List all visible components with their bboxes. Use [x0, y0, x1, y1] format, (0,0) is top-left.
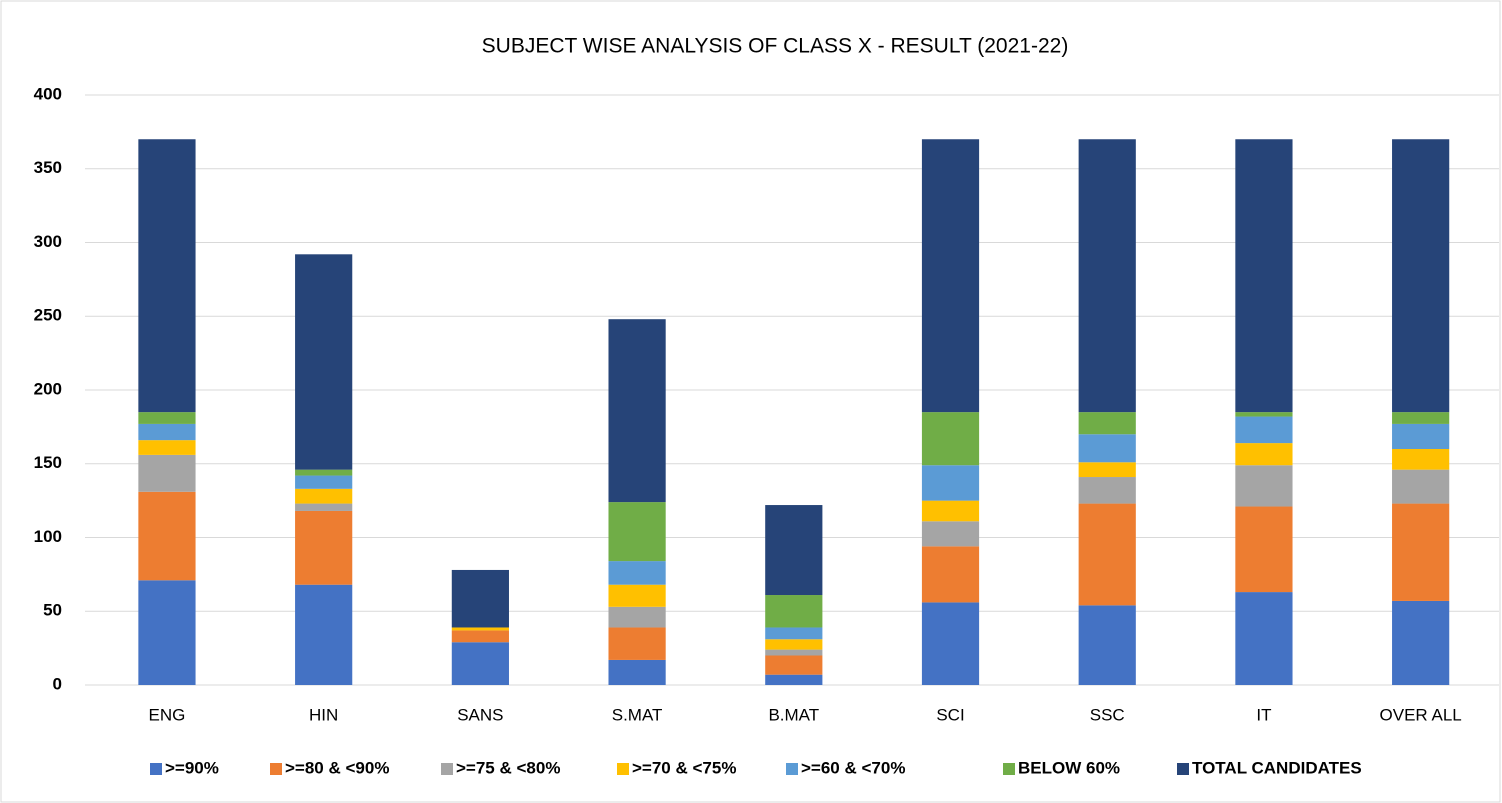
bar-segment [451, 569, 509, 628]
bar-segment [608, 659, 666, 685]
bar-segment [1235, 443, 1293, 466]
legend-label: >=75 & <80% [456, 758, 560, 777]
bar-segment [1392, 449, 1450, 470]
bar-segment [921, 521, 980, 547]
x-tick-label: OVER ALL [1380, 705, 1462, 724]
chart-title: SUBJECT WISE ANALYSIS OF CLASS X - RESUL… [482, 35, 1069, 58]
bar-segment [1078, 462, 1136, 478]
bar-segment [1235, 412, 1293, 417]
x-tick-label: HIN [309, 705, 338, 724]
legend-label: BELOW 60% [1018, 758, 1120, 777]
y-tick-label: 150 [34, 453, 62, 472]
bar-segment [295, 475, 353, 489]
bar-segment [765, 639, 823, 650]
bar-segment [295, 584, 353, 685]
bar-segment [1078, 477, 1136, 504]
legend-swatch [150, 763, 162, 775]
x-tick-label: B.MAT [768, 705, 819, 724]
x-tick-label: SSC [1090, 705, 1125, 724]
legend-label: >=60 & <70% [801, 758, 905, 777]
bar-segment [1235, 465, 1293, 507]
bar-segment [451, 642, 509, 685]
bar-segment [608, 627, 666, 660]
bar-segment [1392, 412, 1450, 424]
bar-segment [1235, 416, 1293, 444]
legend-label: TOTAL CANDIDATES [1192, 758, 1362, 777]
x-tick-label: ENG [149, 705, 186, 724]
y-tick-label: 250 [34, 306, 62, 325]
y-tick-label: 400 [34, 84, 62, 103]
bar-segment [1392, 139, 1450, 413]
bar-segment [921, 546, 980, 603]
y-tick-label: 0 [53, 674, 62, 693]
bar-segment [138, 412, 196, 424]
bar-segment [138, 139, 196, 413]
bar-segment [1235, 139, 1293, 413]
bar-segment [921, 139, 980, 413]
y-tick-label: 50 [43, 601, 62, 620]
x-tick-label: IT [1256, 705, 1271, 724]
x-tick-label: SCI [936, 705, 964, 724]
bar-segment [1235, 506, 1293, 593]
y-tick-label: 300 [34, 232, 62, 251]
bar-segment [1235, 592, 1293, 685]
legend-label: >=90% [165, 758, 219, 777]
bar-segment [921, 602, 980, 685]
bar-segment [138, 580, 196, 685]
bar-segment [765, 655, 823, 675]
bar-segment [1078, 605, 1136, 685]
bar-segment [765, 505, 823, 596]
y-tick-label: 100 [34, 527, 62, 546]
y-tick-label: 350 [34, 158, 62, 177]
bar-segment [921, 500, 980, 522]
bar-segment [1392, 469, 1450, 504]
bar-segment [451, 630, 509, 643]
bar-segment [608, 502, 666, 562]
bar-segment [1392, 423, 1450, 449]
bar-segment [921, 412, 980, 466]
legend-swatch [617, 763, 629, 775]
bar-segment [295, 503, 353, 511]
bar-segment [1078, 503, 1136, 606]
bar-segment [295, 469, 353, 476]
bar-segment [765, 649, 823, 656]
bar-segment [921, 465, 980, 501]
x-tick-label: S.MAT [612, 705, 663, 724]
legend-label: >=80 & <90% [285, 758, 389, 777]
bar-segment [1392, 600, 1450, 685]
bar-segment [765, 674, 823, 685]
legend-swatch [441, 763, 453, 775]
bar-segment [1392, 503, 1450, 601]
bar-segment [138, 491, 196, 581]
bar-segment [138, 423, 196, 441]
bar-segment [765, 627, 823, 640]
bar-segment [138, 440, 196, 455]
bar-segment [295, 510, 353, 585]
legend-swatch [786, 763, 798, 775]
y-tick-label: 200 [34, 379, 62, 398]
bar-segment [765, 595, 823, 628]
bar-segment [1078, 434, 1136, 463]
bar-segment [295, 488, 353, 504]
bar-segment [1078, 412, 1136, 435]
bar-segment [451, 627, 509, 631]
legend-swatch [1177, 763, 1189, 775]
bar-segment [608, 561, 666, 585]
bar-segment [295, 254, 353, 470]
bar-segment [138, 454, 196, 492]
bar-segment [608, 606, 666, 628]
bar-segment [1078, 139, 1136, 413]
bar-segment [608, 319, 666, 503]
bar-segment [608, 584, 666, 607]
legend-label: >=70 & <75% [632, 758, 736, 777]
x-tick-label: SANS [457, 705, 503, 724]
legend-swatch [270, 763, 282, 775]
legend-swatch [1003, 763, 1015, 775]
